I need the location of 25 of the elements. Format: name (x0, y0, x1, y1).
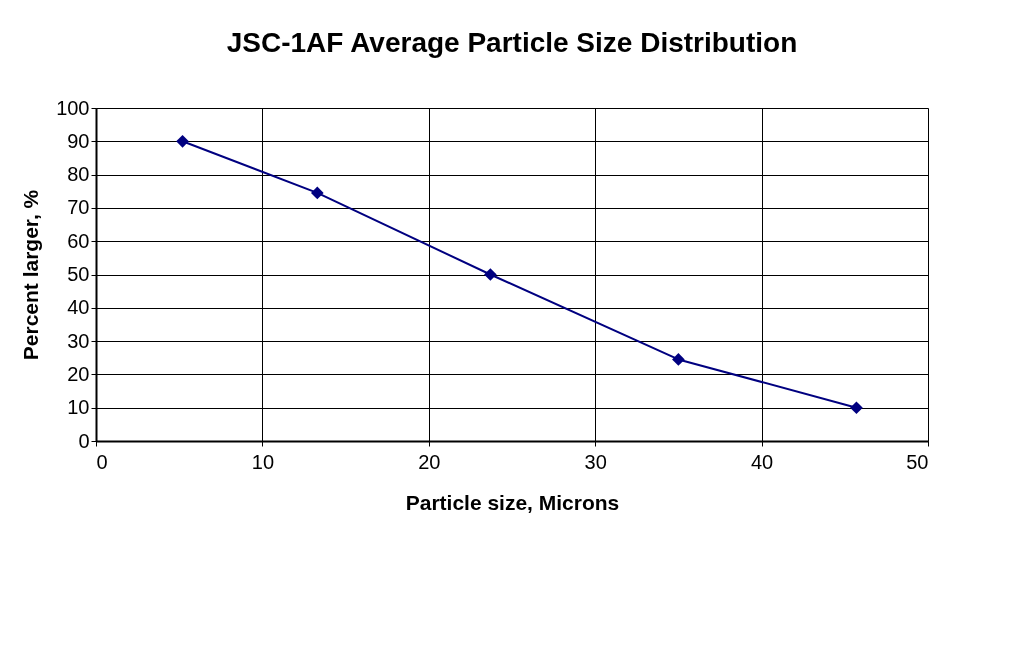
y-tick-label: 10 (67, 396, 90, 419)
y-axis-title: Percent larger, % (19, 189, 43, 361)
y-tick-label: 30 (67, 329, 90, 352)
y-tick-label: 80 (67, 163, 90, 186)
y-tick-label: 40 (67, 296, 90, 319)
y-tick-label: 70 (67, 196, 90, 219)
point (310, 186, 324, 200)
x-tick-label: 0 (96, 450, 108, 473)
x-tick-label: 30 (584, 450, 607, 473)
x-axis-title: Particle size, Microns (405, 490, 620, 514)
point (484, 268, 497, 281)
x-tick-label: 40 (750, 450, 774, 473)
y-tick-label: 60 (67, 229, 90, 252)
y-tick-label: 0 (78, 429, 90, 452)
y-tick-label: 90 (67, 129, 90, 152)
y-tick-label: 20 (67, 362, 90, 385)
x-tick-label: 20 (418, 450, 441, 473)
point (176, 134, 189, 148)
x-tick-label: 50 (906, 450, 929, 473)
y-tick-label: 50 (67, 263, 90, 285)
y-tick-label: 100 (56, 96, 90, 119)
point (850, 401, 863, 415)
chart-title: JSC-1AF Average Particle Size Distribution (226, 27, 798, 58)
x-tick-label: 10 (251, 450, 275, 473)
point (672, 353, 685, 366)
